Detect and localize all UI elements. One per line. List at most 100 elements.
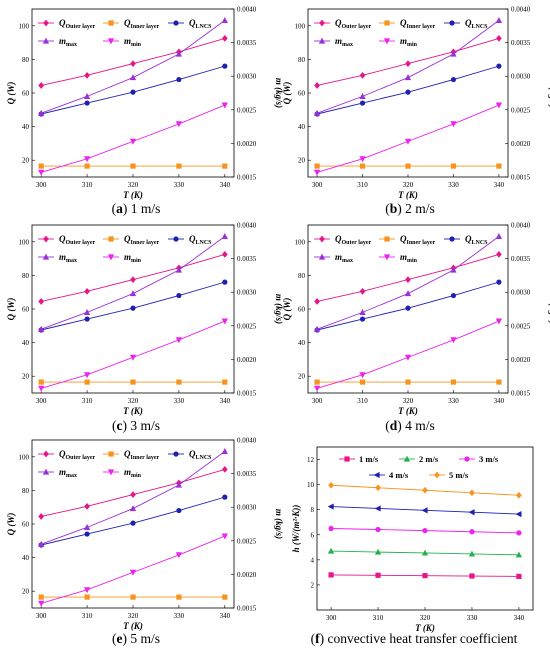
data-point: [38, 325, 45, 332]
data-point: [222, 63, 228, 69]
data-point: [468, 550, 476, 557]
series-line: [41, 104, 225, 173]
series-line: [41, 535, 225, 604]
chart-panel-c: 300 310 320 330 340 20 40 60 80 100 0.0015 0.0020 0.…: [6, 222, 284, 434]
data-point: [84, 287, 90, 295]
data-point: [314, 298, 320, 305]
y-tick-label: 80: [22, 272, 30, 280]
y2-tick-label: 0.0020: [511, 140, 531, 148]
legend-marker: [107, 254, 115, 261]
x-axis-label: T (K): [415, 623, 435, 633]
x-tick-label: 300: [312, 397, 323, 405]
data-point: [175, 481, 183, 488]
data-point: [38, 379, 44, 385]
data-point: [422, 528, 428, 534]
x-tick-label: 310: [82, 612, 93, 620]
chart-panel-b: 300 310 320 330 340 20 40 60 80 100 0.0015 0.0020 0.…: [282, 6, 550, 217]
x-tick-label: 320: [403, 181, 414, 189]
legend-label: QOuter layer: [59, 18, 96, 30]
x-tick-label: 340: [494, 181, 505, 189]
y-tick-label: 80: [298, 272, 306, 280]
data-point: [38, 298, 45, 305]
x-tick-label: 310: [357, 181, 368, 189]
y-tick-label: 20: [298, 373, 306, 381]
legend-label: mmax: [335, 252, 353, 264]
legend-label: QLNCS: [465, 234, 488, 246]
data-point: [450, 379, 457, 385]
legend-marker: [173, 236, 179, 242]
data-point: [495, 318, 503, 325]
data-point: [405, 163, 411, 169]
data-point: [83, 92, 91, 99]
y2-tick-label: 0.0020: [237, 571, 257, 579]
data-point: [38, 540, 45, 547]
data-point: [222, 379, 228, 385]
y2-tick-label: 0.0030: [237, 73, 257, 81]
data-point: [221, 17, 228, 24]
panel-caption: (c) 3 m/s: [112, 418, 160, 433]
x-axis-label: T (K): [123, 621, 143, 631]
x-tick-label: 320: [420, 614, 431, 622]
data-point: [130, 163, 136, 169]
legend-label: QInner layer: [124, 449, 160, 461]
legend-marker: [318, 253, 326, 260]
y-tick-label: 2: [311, 581, 315, 589]
x-tick-label: 310: [357, 397, 368, 405]
data-point: [38, 600, 45, 607]
data-point: [129, 505, 137, 512]
legend-label: QOuter layer: [59, 449, 96, 461]
data-point: [130, 491, 136, 498]
y2-tick-label: 0.0025: [237, 537, 257, 545]
data-point: [130, 60, 136, 67]
data-point: [374, 548, 382, 555]
data-point: [313, 169, 321, 176]
data-point: [496, 35, 502, 42]
data-point: [450, 266, 457, 273]
panel-caption: (b) 2 m/s: [385, 201, 435, 216]
panel-caption: (f) convective heat transfer coefficient: [311, 631, 518, 646]
legend-label: 4 m/s: [389, 470, 409, 480]
legend-marker: [42, 253, 50, 260]
data-point: [496, 63, 502, 69]
legend-marker: [319, 19, 325, 27]
x-tick-label: 310: [373, 614, 384, 622]
legend-marker: [173, 20, 179, 26]
chart-panel-f: 300 310 320 330 340 2 4 6 8 10 12 T (K) h (W/(m²·K))…: [291, 446, 534, 646]
panel-caption: (a) 1 m/s: [112, 201, 161, 216]
data-point: [176, 379, 182, 385]
x-tick-label: 300: [36, 181, 47, 189]
data-point: [222, 594, 228, 600]
y-tick-label: 60: [22, 90, 30, 98]
y2-tick-label: 0.0035: [511, 255, 531, 263]
data-point: [129, 138, 137, 145]
data-point: [176, 594, 182, 600]
x-tick-label: 330: [174, 181, 185, 189]
panel-caption: (e) 5 m/s: [112, 631, 160, 646]
y-tick-label: 12: [307, 456, 315, 464]
legend-label: mmax: [59, 252, 77, 264]
data-point: [359, 379, 366, 385]
y-tick-label: 100: [19, 22, 30, 30]
data-point: [405, 305, 411, 311]
legend-label: 5 m/s: [449, 470, 469, 480]
legend-marker: [383, 38, 391, 45]
data-point: [175, 50, 183, 57]
data-point: [83, 587, 91, 594]
y-tick-label: 40: [22, 554, 30, 562]
x-axis-label: T (K): [123, 406, 143, 416]
data-point: [404, 74, 412, 81]
chart-panel-e: 300 310 320 330 340 20 40 60 80 100 0.0015 0.0020 0.…: [6, 437, 284, 647]
y2-tick-label: 0.0030: [511, 289, 531, 297]
legend-marker: [449, 236, 455, 242]
x-axis-label: T (K): [398, 406, 418, 416]
data-point: [450, 50, 457, 57]
legend-marker: [43, 235, 49, 243]
data-point: [176, 163, 182, 169]
legend-label: QLNCS: [189, 234, 212, 246]
series-line: [316, 104, 500, 173]
data-point: [359, 287, 366, 295]
legend-marker: [318, 37, 326, 44]
data-point: [83, 372, 91, 379]
y2-tick-label: 0.0015: [237, 174, 257, 182]
y-tick-label: 80: [22, 487, 30, 495]
